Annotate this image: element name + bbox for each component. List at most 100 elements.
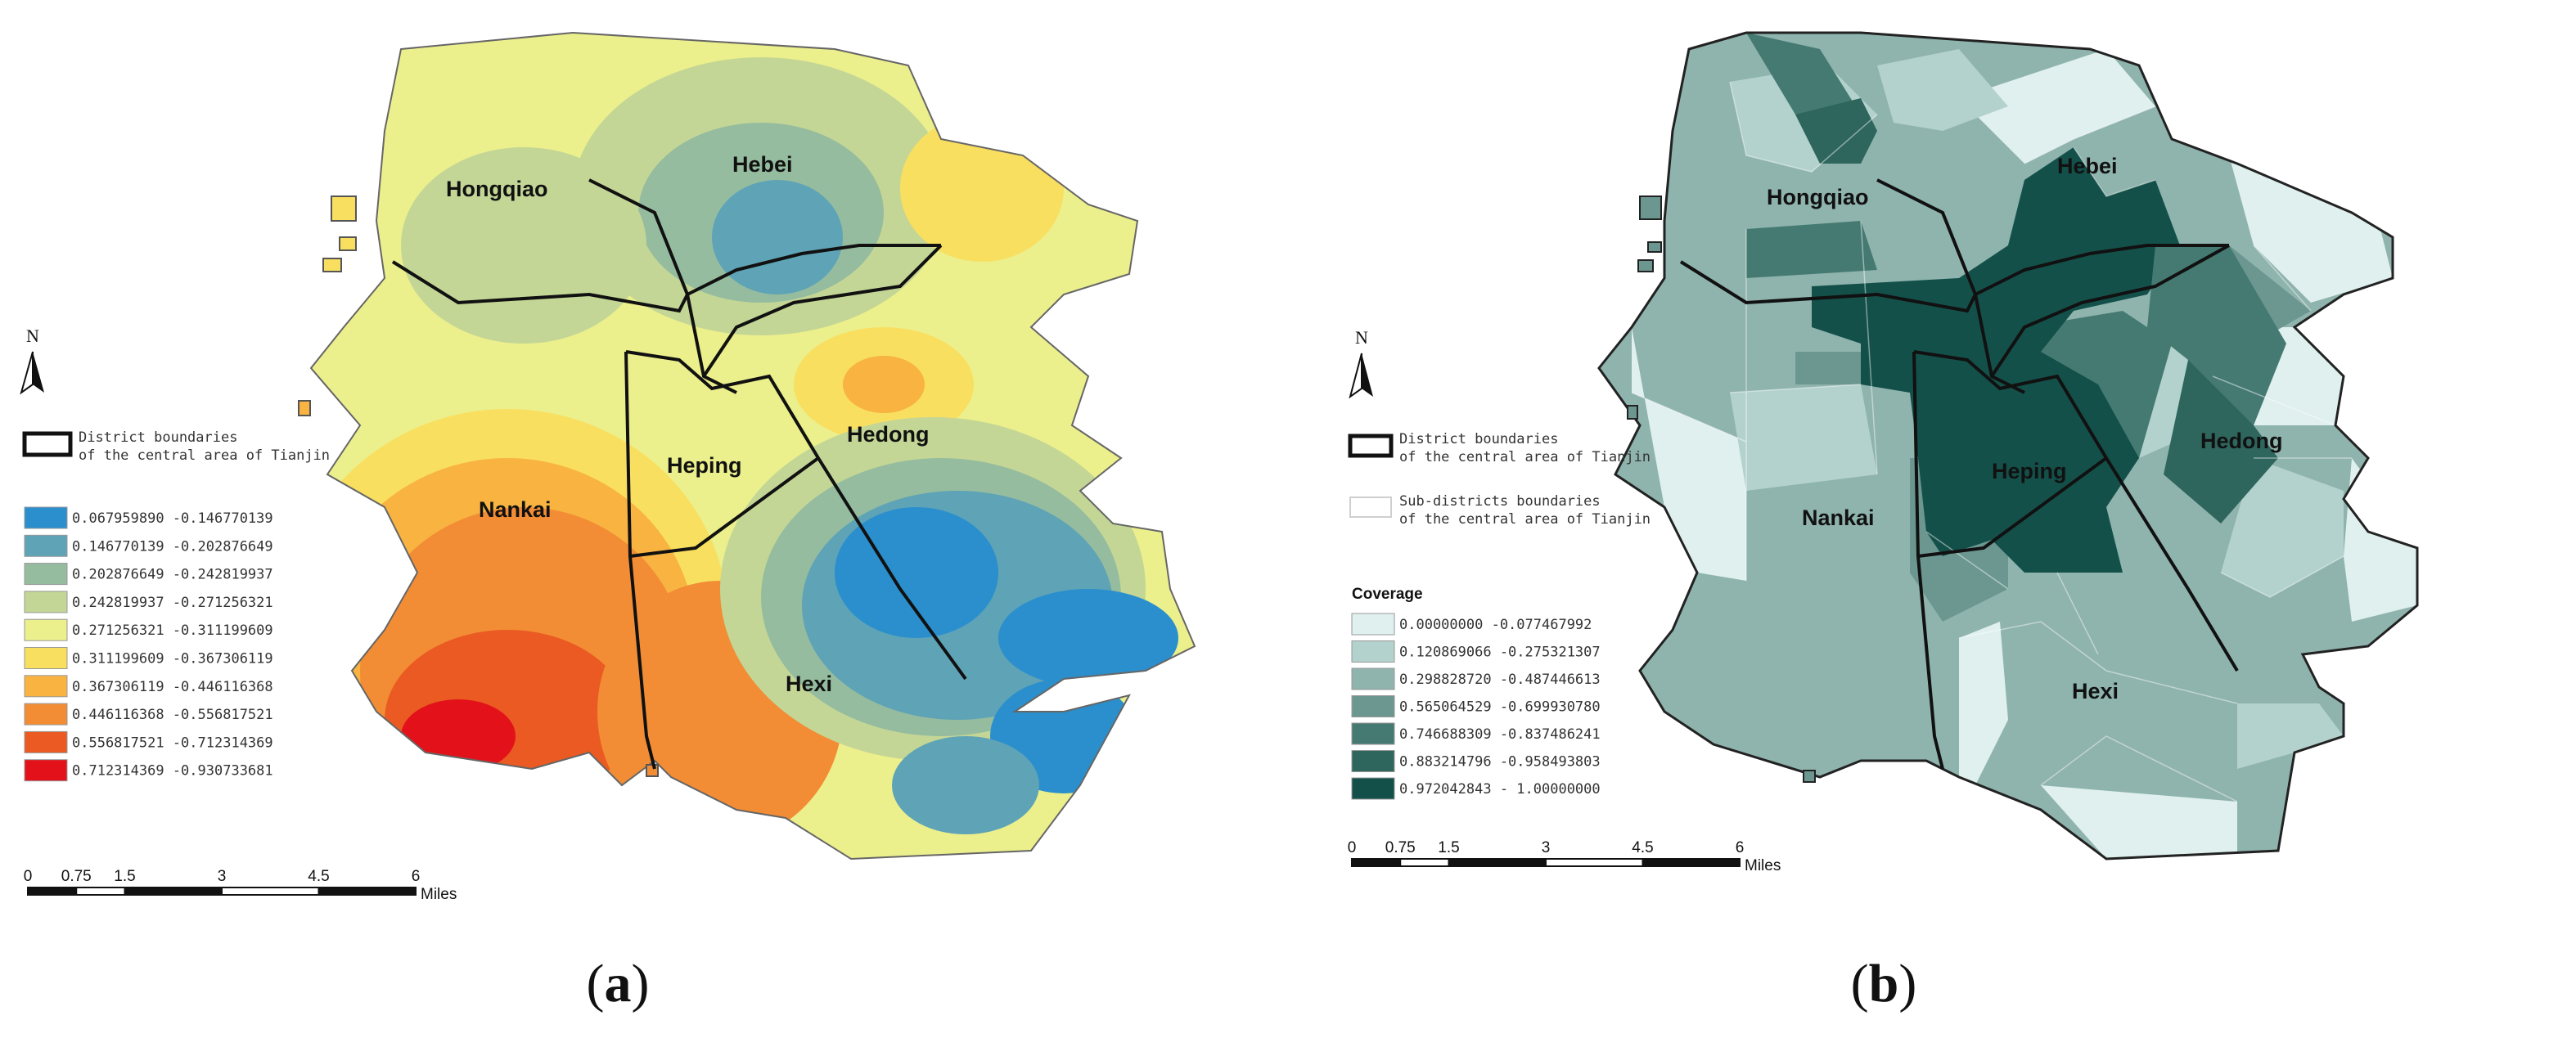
panel-a: Hongqiao Hebei Hedong Heping Nankai Hexi…	[20, 32, 1196, 1013]
scale-tick-label: 0.75	[1385, 839, 1416, 856]
panel-b: Hongqiao Hebei Hedong Heping Nankai Hexi…	[1288, 0, 2576, 1056]
legend-swatch	[24, 591, 68, 613]
legend-swatch	[24, 675, 68, 698]
scale-tick-label: 4.5	[308, 868, 329, 885]
scale-tick-label: 1.5	[114, 868, 135, 885]
legend-label: 0.298828720 -0.487446613	[1399, 672, 1601, 688]
legend-subdistrict-line1: Sub-districts boundaries	[1399, 493, 1601, 510]
island-a	[646, 764, 659, 777]
legend-swatch	[24, 730, 68, 753]
district-label: Hexi	[786, 672, 832, 696]
legend-label: 0.202876649 -0.242819937	[72, 567, 273, 583]
legend-label: 0.972042843 - 1.00000000	[1399, 781, 1601, 798]
district-label: Hongqiao	[446, 177, 547, 201]
legend-label: 0.146770139 -0.202876649	[72, 538, 273, 555]
legend-boundary-line2: of the central area of Tianjin	[79, 447, 330, 464]
scale-segment	[1448, 858, 1547, 867]
legend-label: 0.565064529 -0.699930780	[1399, 699, 1601, 716]
legend-swatch	[1351, 750, 1395, 772]
subdistrict-boundaries-b	[1631, 81, 2352, 802]
legend-swatch	[24, 534, 68, 557]
legend-swatch	[24, 647, 68, 669]
legend-swatch	[1351, 667, 1395, 690]
island-a	[339, 236, 357, 251]
legend-swatch	[1351, 695, 1395, 717]
scale-segment	[1642, 858, 1741, 867]
caption-a: (a)	[586, 954, 650, 1013]
district-label: Hebei	[2057, 154, 2118, 178]
district-label: Nankai	[479, 497, 552, 522]
legend-label: 0.00000000 -0.077467992	[1399, 617, 1592, 633]
island-b	[1637, 259, 1654, 272]
legend-label: 0.311199609 -0.367306119	[72, 651, 273, 667]
district-label: Heping	[1992, 459, 2067, 483]
island-a	[331, 195, 357, 222]
scale-tick-label: 1.5	[1438, 839, 1459, 856]
district-labels-a: Hongqiao Hebei Hedong Heping Nankai Hexi	[446, 152, 930, 696]
district-boundaries-b	[1679, 178, 2239, 770]
island-b	[1647, 241, 1662, 253]
scale-unit-label: Miles	[1745, 857, 1781, 874]
legend-boundary-line2: of the central area of Tianjin	[1399, 449, 1651, 465]
map-b-svg: Hongqiao Hebei Hedong Heping Nankai Hexi…	[1348, 31, 2419, 874]
scale-tick-label: 4.5	[1632, 839, 1653, 856]
district-labels-b: Hongqiao Hebei Hedong Heping Nankai Hexi	[1767, 154, 2283, 703]
scale-tick-label: 6	[1736, 839, 1745, 856]
district-label: Hexi	[2072, 679, 2119, 703]
scale-segment	[1545, 858, 1644, 867]
scale-tick-label: 0	[24, 868, 33, 885]
legend-swatch	[24, 506, 68, 529]
svg-text:N: N	[1355, 327, 1368, 348]
scale-segment	[27, 887, 78, 896]
legend-subdistrict-line2: of the central area of Tianjin	[1399, 511, 1651, 528]
legend-swatch	[1351, 777, 1395, 800]
district-boundaries-a	[391, 178, 967, 770]
island-b	[1639, 195, 1662, 220]
legend-label: 0.556817521 -0.712314369	[72, 735, 273, 751]
legend-swatch	[24, 618, 68, 641]
island-a	[298, 400, 311, 416]
scale-tick-label: 0.75	[61, 868, 92, 885]
legend-label: 0.271256321 -0.311199609	[72, 622, 273, 639]
district-label: Hongqiao	[1767, 185, 1868, 209]
scale-segment	[1399, 858, 1450, 867]
north-arrow-icon: N	[1349, 327, 1373, 399]
scale-unit-label: Miles	[421, 886, 457, 903]
legend-title: Coverage	[1352, 586, 1423, 603]
island-b	[1803, 770, 1816, 783]
legend-label: 0.367306119 -0.446116368	[72, 679, 273, 695]
legend-label: 0.120869066 -0.275321307	[1399, 645, 1601, 661]
legend-swatch	[1351, 640, 1395, 663]
scale-tick-label: 0	[1348, 839, 1357, 856]
island-a	[322, 258, 342, 272]
map-a-heat	[311, 33, 1195, 859]
legend-classes-b: 0.00000000 -0.077467992 0.120869066 -0.27…	[1351, 613, 1601, 800]
district-label: Hedong	[2200, 429, 2283, 453]
legend-swatch	[24, 563, 68, 586]
scale-tick-label: 3	[218, 868, 227, 885]
map-a-svg: Hongqiao Hebei Hedong Heping Nankai Hexi…	[20, 32, 1196, 903]
scale-segment	[221, 887, 320, 896]
district-label: Nankai	[1802, 506, 1875, 530]
legend-swatch	[24, 759, 68, 782]
legend-boundary-swatch	[1348, 434, 1394, 458]
north-arrow-icon: N	[20, 326, 44, 395]
district-label: Hedong	[847, 422, 930, 447]
legend-swatch	[1351, 613, 1395, 636]
district-label: Hebei	[732, 152, 793, 177]
scale-tick-label: 6	[412, 868, 421, 885]
legend-label: 0.446116368 -0.556817521	[72, 707, 273, 723]
district-label: Heping	[667, 453, 742, 478]
legend-label: 0.242819937 -0.271256321	[72, 595, 273, 611]
scale-segment	[124, 887, 223, 896]
legend-label: 0.067959890 -0.146770139	[72, 510, 273, 527]
scale-segment	[317, 887, 417, 896]
scale-segment	[1351, 858, 1402, 867]
legend-swatch	[1351, 722, 1395, 745]
legend-boundary-line1: District boundaries	[1399, 431, 1558, 447]
legend-boundary-line1: District boundaries	[79, 429, 237, 446]
scale-segment	[75, 887, 126, 896]
caption-b: (b)	[1850, 954, 1917, 1013]
